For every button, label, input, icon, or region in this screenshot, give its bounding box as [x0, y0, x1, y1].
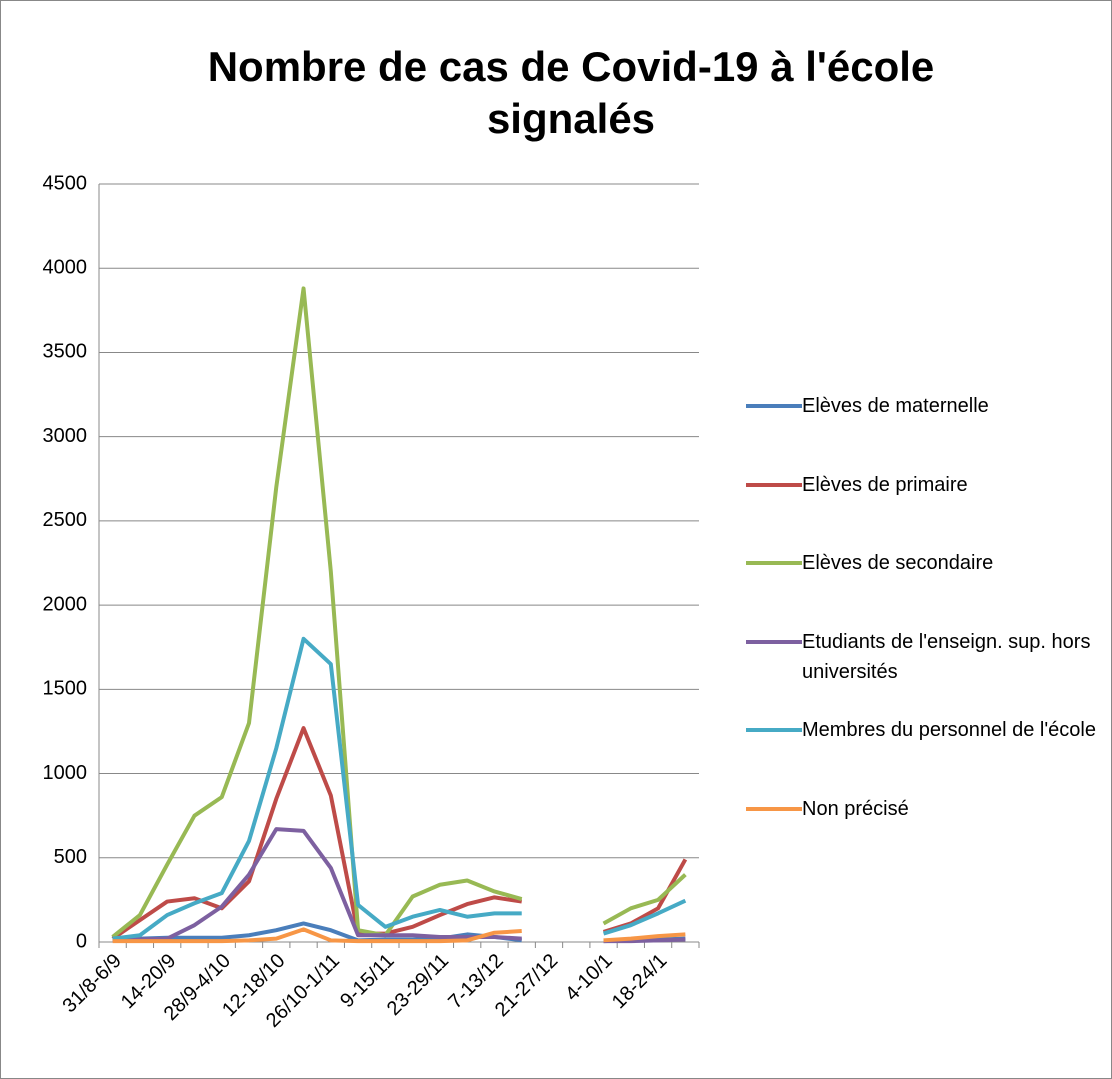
series-line	[112, 921, 686, 944]
legend-swatch	[746, 640, 802, 644]
legend-item: Elèves de maternelle	[746, 391, 1096, 421]
chart-title: Nombre de cas de Covid-19 à l'école sign…	[207, 43, 935, 142]
legend-label: Membres du personnel de l'école	[802, 719, 1096, 741]
legend-label: Non précisé	[802, 798, 909, 820]
legend-item: Elèves de primaire	[746, 470, 1096, 500]
legend-swatch	[746, 483, 802, 487]
legend-label: Etudiants de l'enseign. sup. hors univer…	[802, 631, 1091, 683]
y-tick-label: 3500	[43, 341, 88, 363]
legend-swatch	[746, 561, 802, 565]
legend-item: Elèves de secondaire	[746, 548, 1096, 578]
y-tick-label: 4500	[43, 172, 88, 194]
x-tick-label: 31/8-6/9	[58, 950, 125, 1017]
y-tick-label: 2000	[43, 593, 88, 615]
legend-swatch	[746, 728, 802, 732]
y-tick-label: 2500	[43, 509, 88, 531]
legend-label: Elèves de primaire	[802, 474, 968, 496]
x-tick-label: 18-24/1	[608, 950, 672, 1014]
y-tick-label: 1000	[43, 762, 88, 784]
series-line	[111, 726, 688, 941]
y-tick-label: 4000	[43, 257, 88, 279]
legend-item: Membres du personnel de l'école	[746, 715, 1096, 745]
y-tick-label: 0	[76, 930, 87, 952]
legend-swatch	[746, 404, 802, 408]
series-line	[112, 827, 686, 944]
legend-label: Elèves de maternelle	[802, 395, 989, 417]
legend-item: Etudiants de l'enseign. sup. hors univer…	[746, 627, 1096, 687]
y-tick-label: 3000	[43, 425, 88, 447]
series-line	[112, 636, 687, 941]
legend-label: Elèves de secondaire	[802, 552, 994, 574]
series-line	[111, 286, 687, 939]
legend-swatch	[746, 807, 802, 811]
y-tick-label: 1500	[43, 678, 88, 700]
y-tick-label: 500	[54, 846, 87, 868]
series-line	[112, 927, 686, 944]
legend-item: Non précisé	[746, 794, 1096, 824]
